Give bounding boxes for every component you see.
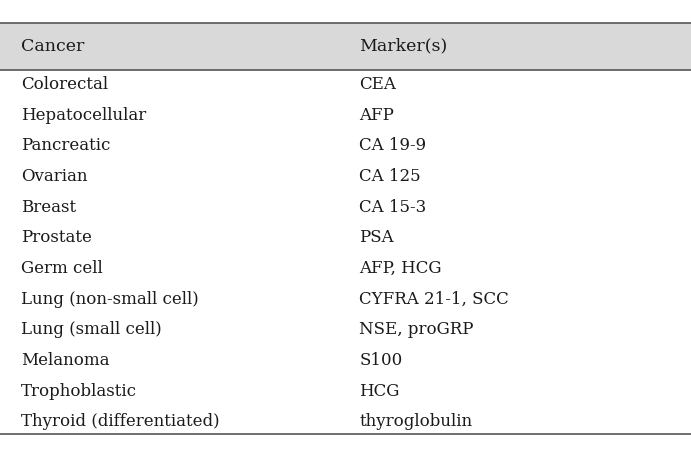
Text: Trophoblastic: Trophoblastic — [21, 382, 137, 400]
Text: Hepatocellular: Hepatocellular — [21, 106, 146, 124]
Text: CA 125: CA 125 — [359, 168, 421, 185]
Text: Breast: Breast — [21, 198, 76, 216]
Text: Lung (non-small cell): Lung (non-small cell) — [21, 290, 198, 308]
Text: Lung (small cell): Lung (small cell) — [21, 321, 162, 338]
Text: Prostate: Prostate — [21, 229, 92, 246]
Text: AFP: AFP — [359, 106, 394, 124]
Text: thyroglobulin: thyroglobulin — [359, 413, 473, 430]
Text: CYFRA 21-1, SCC: CYFRA 21-1, SCC — [359, 290, 509, 308]
Text: Melanoma: Melanoma — [21, 352, 109, 369]
Text: Colorectal: Colorectal — [21, 76, 108, 93]
Text: Thyroid (differentiated): Thyroid (differentiated) — [21, 413, 219, 430]
Text: CA 19-9: CA 19-9 — [359, 137, 426, 154]
Text: NSE, proGRP: NSE, proGRP — [359, 321, 474, 338]
FancyBboxPatch shape — [0, 70, 691, 451]
Text: S100: S100 — [359, 352, 403, 369]
Text: Pancreatic: Pancreatic — [21, 137, 110, 154]
Text: AFP, HCG: AFP, HCG — [359, 260, 442, 277]
Text: HCG: HCG — [359, 382, 399, 400]
Text: Ovarian: Ovarian — [21, 168, 87, 185]
Text: PSA: PSA — [359, 229, 394, 246]
Text: CA 15-3: CA 15-3 — [359, 198, 426, 216]
Text: Germ cell: Germ cell — [21, 260, 102, 277]
Text: CEA: CEA — [359, 76, 396, 93]
Text: Marker(s): Marker(s) — [359, 38, 448, 55]
FancyBboxPatch shape — [0, 23, 691, 70]
Text: Cancer: Cancer — [21, 38, 84, 55]
